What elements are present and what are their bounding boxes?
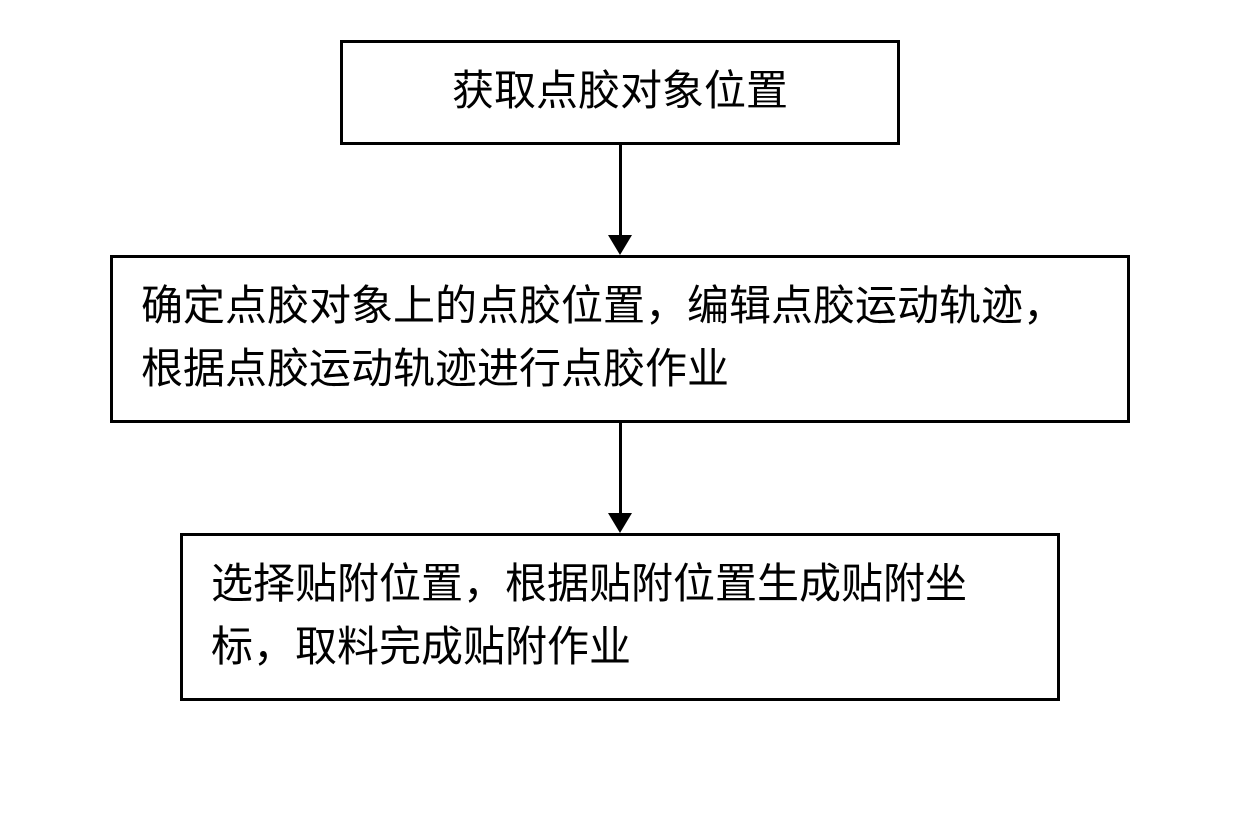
arrow-line [619,423,622,513]
flow-node-step1: 获取点胶对象位置 [340,40,900,145]
flowchart-container: 获取点胶对象位置 确定点胶对象上的点胶位置，编辑点胶运动轨迹，根据点胶运动轨迹进… [110,40,1130,701]
arrow-head-icon [608,235,632,255]
arrow-line [619,145,622,235]
arrow-head-icon [608,513,632,533]
flow-node-text: 获取点胶对象位置 [452,69,788,115]
flow-node-text: 确定点胶对象上的点胶位置，编辑点胶运动轨迹，根据点胶运动轨迹进行点胶作业 [141,284,1065,393]
flow-arrow [608,423,632,533]
flow-node-step2: 确定点胶对象上的点胶位置，编辑点胶运动轨迹，根据点胶运动轨迹进行点胶作业 [110,255,1130,423]
flow-node-text: 选择贴附位置，根据贴附位置生成贴附坐标，取料完成贴附作业 [211,562,967,671]
flow-arrow [608,145,632,255]
flow-node-step3: 选择贴附位置，根据贴附位置生成贴附坐标，取料完成贴附作业 [180,533,1060,701]
